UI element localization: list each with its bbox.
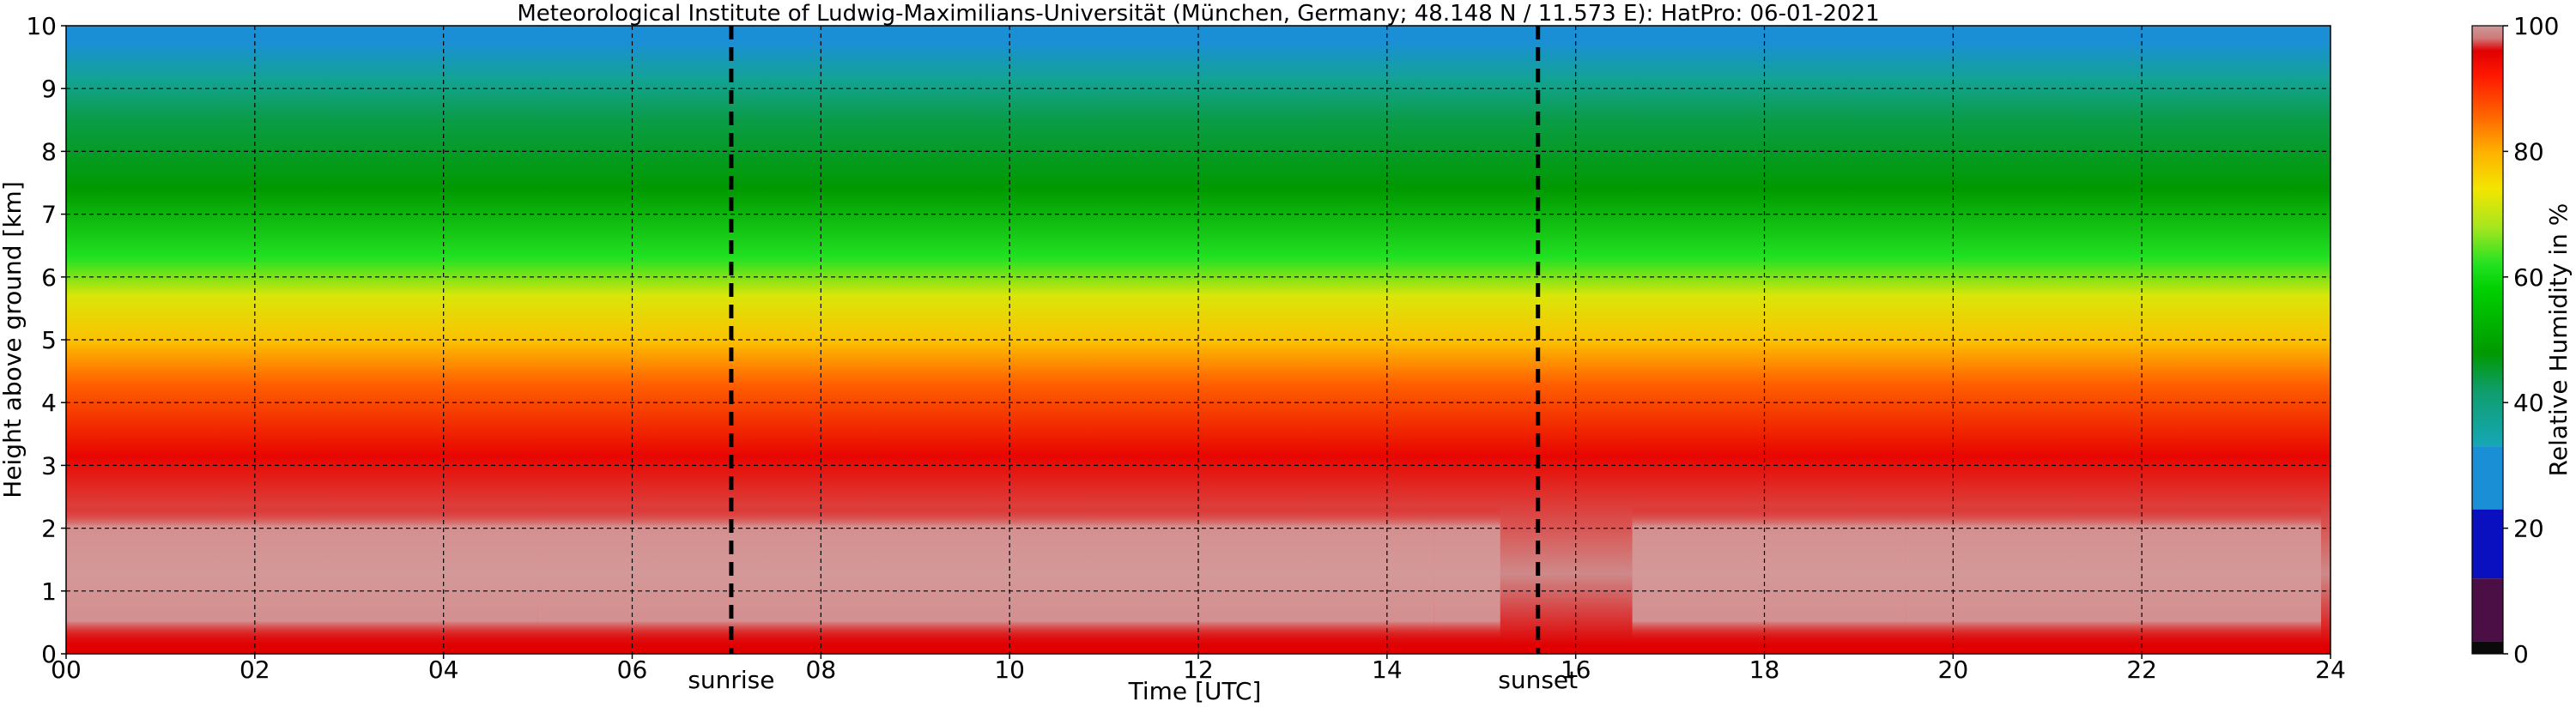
x-tick-label: 04 [428,656,459,684]
chart-title: Meteorological Institute of Ludwig-Maxim… [517,1,1879,27]
x-axis-ticks: 00 02 04 06 08 10 12 14 16 18 20 22 24 [51,654,2346,684]
colorbar-segment [2472,509,2503,579]
saturated-layer-patch [1906,505,2322,642]
colorbar-frame [2471,25,2504,655]
x-tick-label: 18 [1749,656,1780,684]
saturated-layer-patch [66,505,538,642]
x-axis-label: Time [UTC] [1128,677,1262,705]
colorbar-tick-label: 60 [2513,263,2544,292]
y-tick-label: 3 [41,451,57,480]
x-tick-label: 08 [806,656,837,684]
y-tick-label: 10 [26,12,57,40]
grid-lines [66,26,2331,654]
colorbar-gradient [2472,26,2503,447]
y-tick-label: 2 [41,515,57,543]
colorbar-segment [2472,578,2503,642]
colorbar-tick-label: 0 [2513,640,2529,668]
colorbar: 0 20 40 60 80 100 [2471,12,2559,668]
y-tick-label: 4 [41,389,57,417]
x-tick-label: 20 [1938,656,1969,684]
sunset-label: sunset [1498,666,1578,694]
y-tick-label: 5 [41,326,57,354]
event-markers [729,26,1541,654]
y-tick-label: 1 [41,577,57,606]
sunrise-label: sunrise [688,666,774,694]
x-tick-label: 22 [2126,656,2157,684]
x-tick-label: 00 [51,656,82,684]
colorbar-segment [2472,446,2503,510]
saturated-layer-patch [1433,505,1500,642]
x-tick-label: 06 [617,656,648,684]
y-tick-label: 6 [41,263,57,292]
y-axis-label: Height above ground [km] [0,181,27,499]
saturated-layer-patch [1632,505,1906,642]
colorbar-tick-label: 40 [2513,389,2544,417]
colorbar-tick-label: 80 [2513,137,2544,166]
saturated-layer-patch [1198,505,1434,642]
y-tick-label: 7 [41,201,57,229]
colorbar-tick-label: 100 [2513,12,2559,40]
y-tick-label: 0 [41,640,57,668]
saturated-layer-patch [537,505,821,642]
x-tick-label: 24 [2315,656,2346,684]
colorbar-label: Relative Humidity in % [2544,203,2573,477]
y-tick-label: 9 [41,75,57,103]
x-tick-label: 10 [994,656,1025,684]
event-labels: sunrise sunset [688,666,1578,694]
y-tick-label: 8 [41,137,57,166]
colorbar-segment [2472,641,2503,654]
colorbar-tick-label: 20 [2513,515,2544,543]
x-tick-label: 14 [1372,656,1403,684]
y-axis-ticks: 0 1 2 3 4 5 6 7 8 9 10 [26,12,66,668]
x-tick-label: 12 [1183,656,1214,684]
x-tick-label: 02 [239,656,270,684]
x-tick-label: 16 [1561,656,1591,684]
